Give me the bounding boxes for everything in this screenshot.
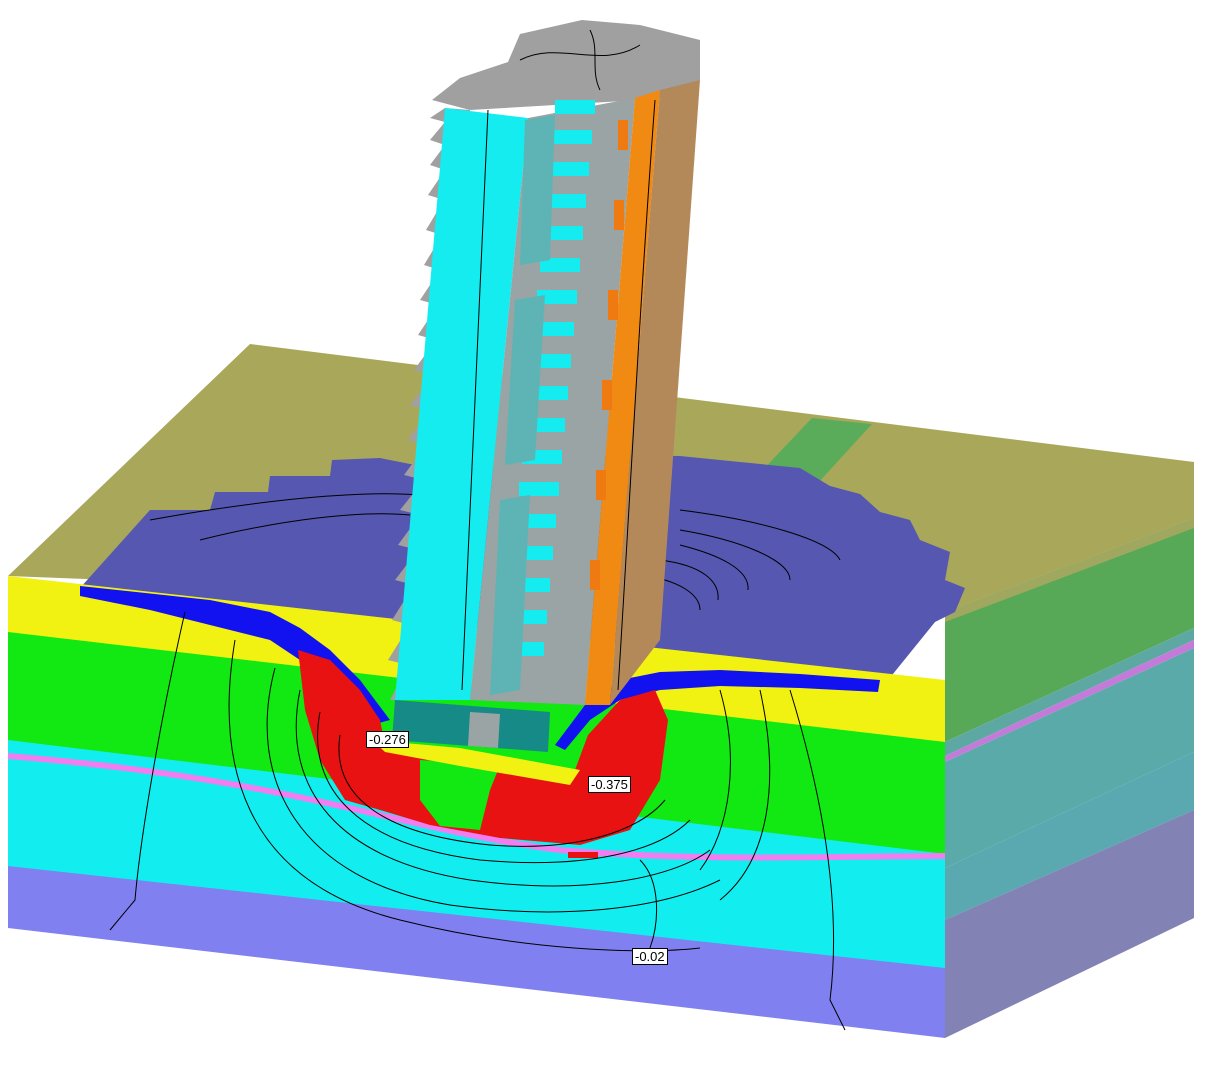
excavation-bowl	[80, 586, 880, 858]
ground-surface-strip-right	[945, 518, 1194, 622]
soil-block-right-face	[945, 518, 1194, 1038]
building-accents	[590, 120, 628, 590]
contour-label: -0.02	[632, 948, 668, 965]
high-rise-building	[388, 20, 700, 752]
contour-lines	[109, 493, 846, 1031]
contour-label: -0.375	[588, 776, 631, 793]
building-floor-shading	[490, 115, 555, 695]
contour-label: -0.276	[366, 731, 409, 748]
